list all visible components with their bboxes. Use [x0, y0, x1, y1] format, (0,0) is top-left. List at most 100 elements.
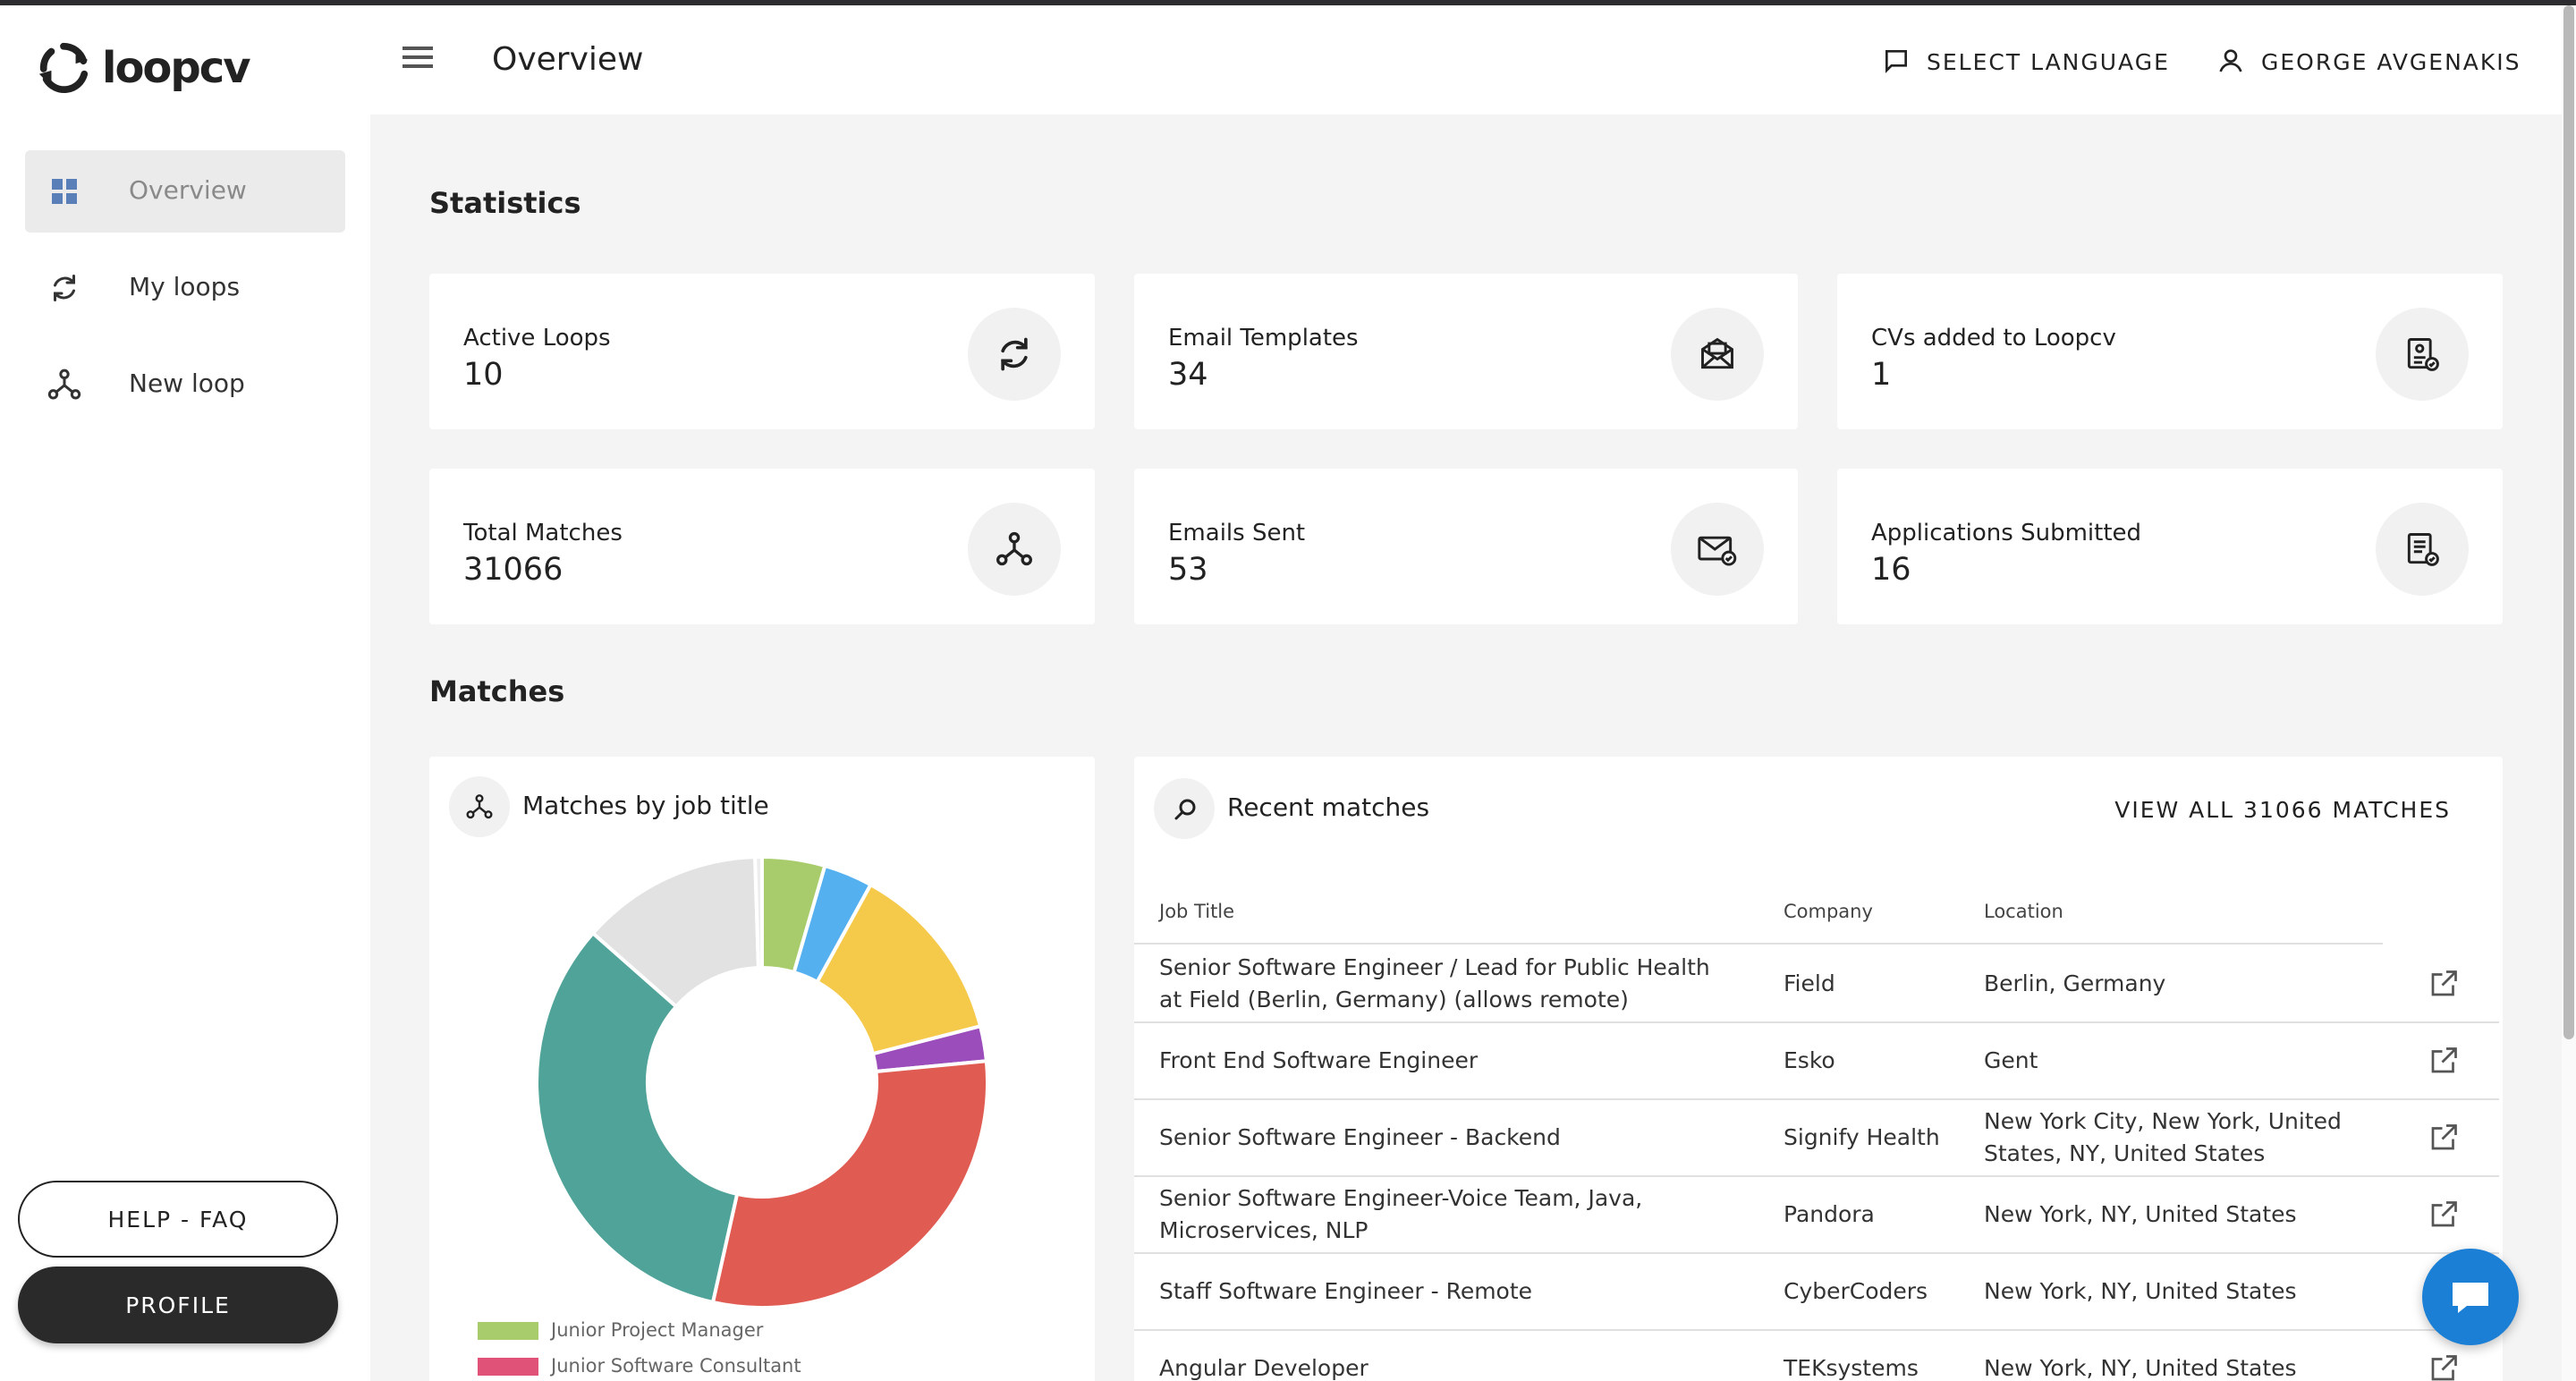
stat-value: 1	[1871, 358, 1892, 394]
legend-item: Junior Project Manager	[478, 1313, 801, 1349]
top-bar: Overview SELECT LANGUAGE GEORGE AVGENAKI…	[370, 5, 2562, 114]
job-title-cell: Front End Software Engineer	[1159, 1046, 1479, 1073]
donut-slice-7[interactable]	[753, 855, 764, 970]
stat-card-email-templates: Email Templates 34	[1134, 274, 1798, 429]
refresh-icon	[47, 270, 82, 306]
matches-title: Matches	[429, 674, 565, 708]
open-external-icon[interactable]	[2428, 1122, 2460, 1154]
statistics-title: Statistics	[429, 186, 581, 220]
panel-title: Matches by job title	[522, 792, 769, 821]
stat-card-applications-submitted: Applications Submitted 16	[1837, 469, 2503, 624]
company-cell: Signify Health	[1784, 1123, 1940, 1150]
search-icon	[1154, 778, 1215, 839]
job-title-cell: Senior Software Engineer / Lead for Publ…	[1159, 953, 1710, 1012]
stat-value: 31066	[463, 553, 564, 589]
select-language-button[interactable]: SELECT LANGUAGE	[1882, 47, 2170, 75]
job-title-cell: Senior Software Engineer - Backend	[1159, 1123, 1561, 1150]
company-cell: Pandora	[1784, 1200, 1875, 1227]
stat-label: Applications Submitted	[1871, 521, 2142, 547]
table-row[interactable]: Senior Software Engineer / Lead for Publ…	[1134, 945, 2499, 1023]
table-row[interactable]: Angular Developer TEKsystems New York, N…	[1134, 1331, 2499, 1381]
chat-bubble-icon	[1885, 50, 1907, 73]
chart-legend: Junior Project Manager Junior Software C…	[478, 1313, 801, 1381]
table-header-divider	[1134, 943, 2383, 945]
table-row[interactable]: Staff Software Engineer - Remote CyberCo…	[1134, 1254, 2499, 1331]
table-row[interactable]: Senior Software Engineer - Backend Signi…	[1134, 1100, 2499, 1177]
stat-label: CVs added to Loopcv	[1871, 326, 2116, 352]
view-all-matches-link[interactable]: VIEW ALL 31066 MATCHES	[2114, 796, 2451, 823]
location-cell: New York, NY, United States	[1984, 1200, 2297, 1227]
hub-icon	[968, 503, 1061, 596]
stat-value: 16	[1871, 553, 1911, 589]
application-submitted-icon	[2376, 503, 2469, 596]
menu-toggle-icon[interactable]	[402, 47, 433, 72]
window-top-strip	[0, 0, 2576, 5]
open-external-icon[interactable]	[2428, 1352, 2460, 1381]
location-cell: New York, NY, United States	[1984, 1277, 2297, 1304]
location-cell: Berlin, Germany	[1984, 970, 2166, 996]
chat-widget-button[interactable]	[2422, 1249, 2519, 1345]
sidebar-item-label: Overview	[129, 177, 247, 206]
hub-icon	[449, 776, 510, 837]
job-title-cell: Angular Developer	[1159, 1354, 1368, 1381]
sidebar-item-new-loop[interactable]: New loop	[25, 343, 345, 426]
hub-icon	[47, 367, 82, 402]
refresh-icon	[968, 308, 1061, 401]
user-icon	[2219, 49, 2242, 72]
stat-label: Emails Sent	[1168, 521, 1306, 547]
column-header-company[interactable]: Company	[1784, 902, 1873, 923]
job-title-cell: Staff Software Engineer - Remote	[1159, 1277, 1533, 1304]
stat-card-active-loops: Active Loops 10	[429, 274, 1095, 429]
loopcv-logo-icon	[38, 42, 89, 94]
column-header-location[interactable]: Location	[1984, 902, 2063, 923]
user-name: GEORGE AVGENAKIS	[2261, 47, 2521, 74]
stat-card-emails-sent: Emails Sent 53	[1134, 469, 1798, 624]
page-title: Overview	[492, 41, 644, 79]
stat-card-total-matches: Total Matches 31066	[429, 469, 1095, 624]
chat-icon	[2453, 1283, 2488, 1313]
open-external-icon[interactable]	[2428, 1045, 2460, 1077]
user-menu-button[interactable]: GEORGE AVGENAKIS	[2216, 47, 2521, 75]
legend-swatch	[478, 1322, 538, 1340]
dashboard-grid-icon	[47, 174, 82, 209]
stat-value: 34	[1168, 358, 1208, 394]
job-title-cell: Senior Software Engineer-Voice Team, Jav…	[1159, 1184, 1643, 1243]
sidebar-item-my-loops[interactable]: My loops	[25, 247, 345, 329]
sidebar-item-overview[interactable]: Overview	[25, 150, 345, 233]
donut-chart	[535, 855, 989, 1309]
logo[interactable]: loopcv	[36, 39, 251, 95]
company-cell: Field	[1784, 970, 1835, 996]
stat-label: Total Matches	[463, 521, 623, 547]
stat-card-cvs-added: CVs added to Loopcv 1	[1837, 274, 2503, 429]
location-cell: Gent	[1984, 1046, 2038, 1073]
recent-matches-panel: Recent matches VIEW ALL 31066 MATCHES Jo…	[1134, 757, 2503, 1381]
logo-text: loopcv	[102, 42, 251, 92]
sidebar: loopcv Overview My loops	[0, 5, 370, 1381]
panel-title: Recent matches	[1227, 794, 1430, 823]
help-faq-button[interactable]: HELP - FAQ	[18, 1181, 338, 1258]
select-language-label: SELECT LANGUAGE	[1927, 47, 2170, 74]
donut-slice-4[interactable]	[710, 1059, 989, 1309]
stat-label: Email Templates	[1168, 326, 1359, 352]
location-cell: New York, NY, United States	[1984, 1354, 2297, 1381]
email-template-icon	[1671, 308, 1764, 401]
company-cell: Esko	[1784, 1046, 1835, 1073]
donut-slice-5[interactable]	[535, 930, 740, 1305]
stat-value: 10	[463, 358, 504, 394]
open-external-icon[interactable]	[2428, 968, 2460, 1000]
profile-button[interactable]: PROFILE	[18, 1267, 338, 1343]
open-external-icon[interactable]	[2428, 1199, 2460, 1231]
legend-label: Junior Software Consultant	[551, 1356, 801, 1377]
table-row[interactable]: Senior Software Engineer-Voice Team, Jav…	[1134, 1177, 2499, 1254]
column-header-job-title[interactable]: Job Title	[1159, 902, 1235, 923]
legend-item: Junior Software Consultant	[478, 1349, 801, 1381]
page-scrollbar-thumb[interactable]	[2563, 5, 2574, 1039]
table-row[interactable]: Front End Software Engineer Esko Gent	[1134, 1023, 2499, 1100]
email-sent-icon	[1671, 503, 1764, 596]
location-cell: New York City, New York, United States, …	[1984, 1107, 2342, 1166]
cv-document-icon	[2376, 308, 2469, 401]
sidebar-item-label: New loop	[129, 370, 245, 399]
sidebar-item-label: My loops	[129, 274, 241, 302]
matches-by-job-title-panel: Matches by job title Junior Project Mana…	[429, 757, 1095, 1381]
